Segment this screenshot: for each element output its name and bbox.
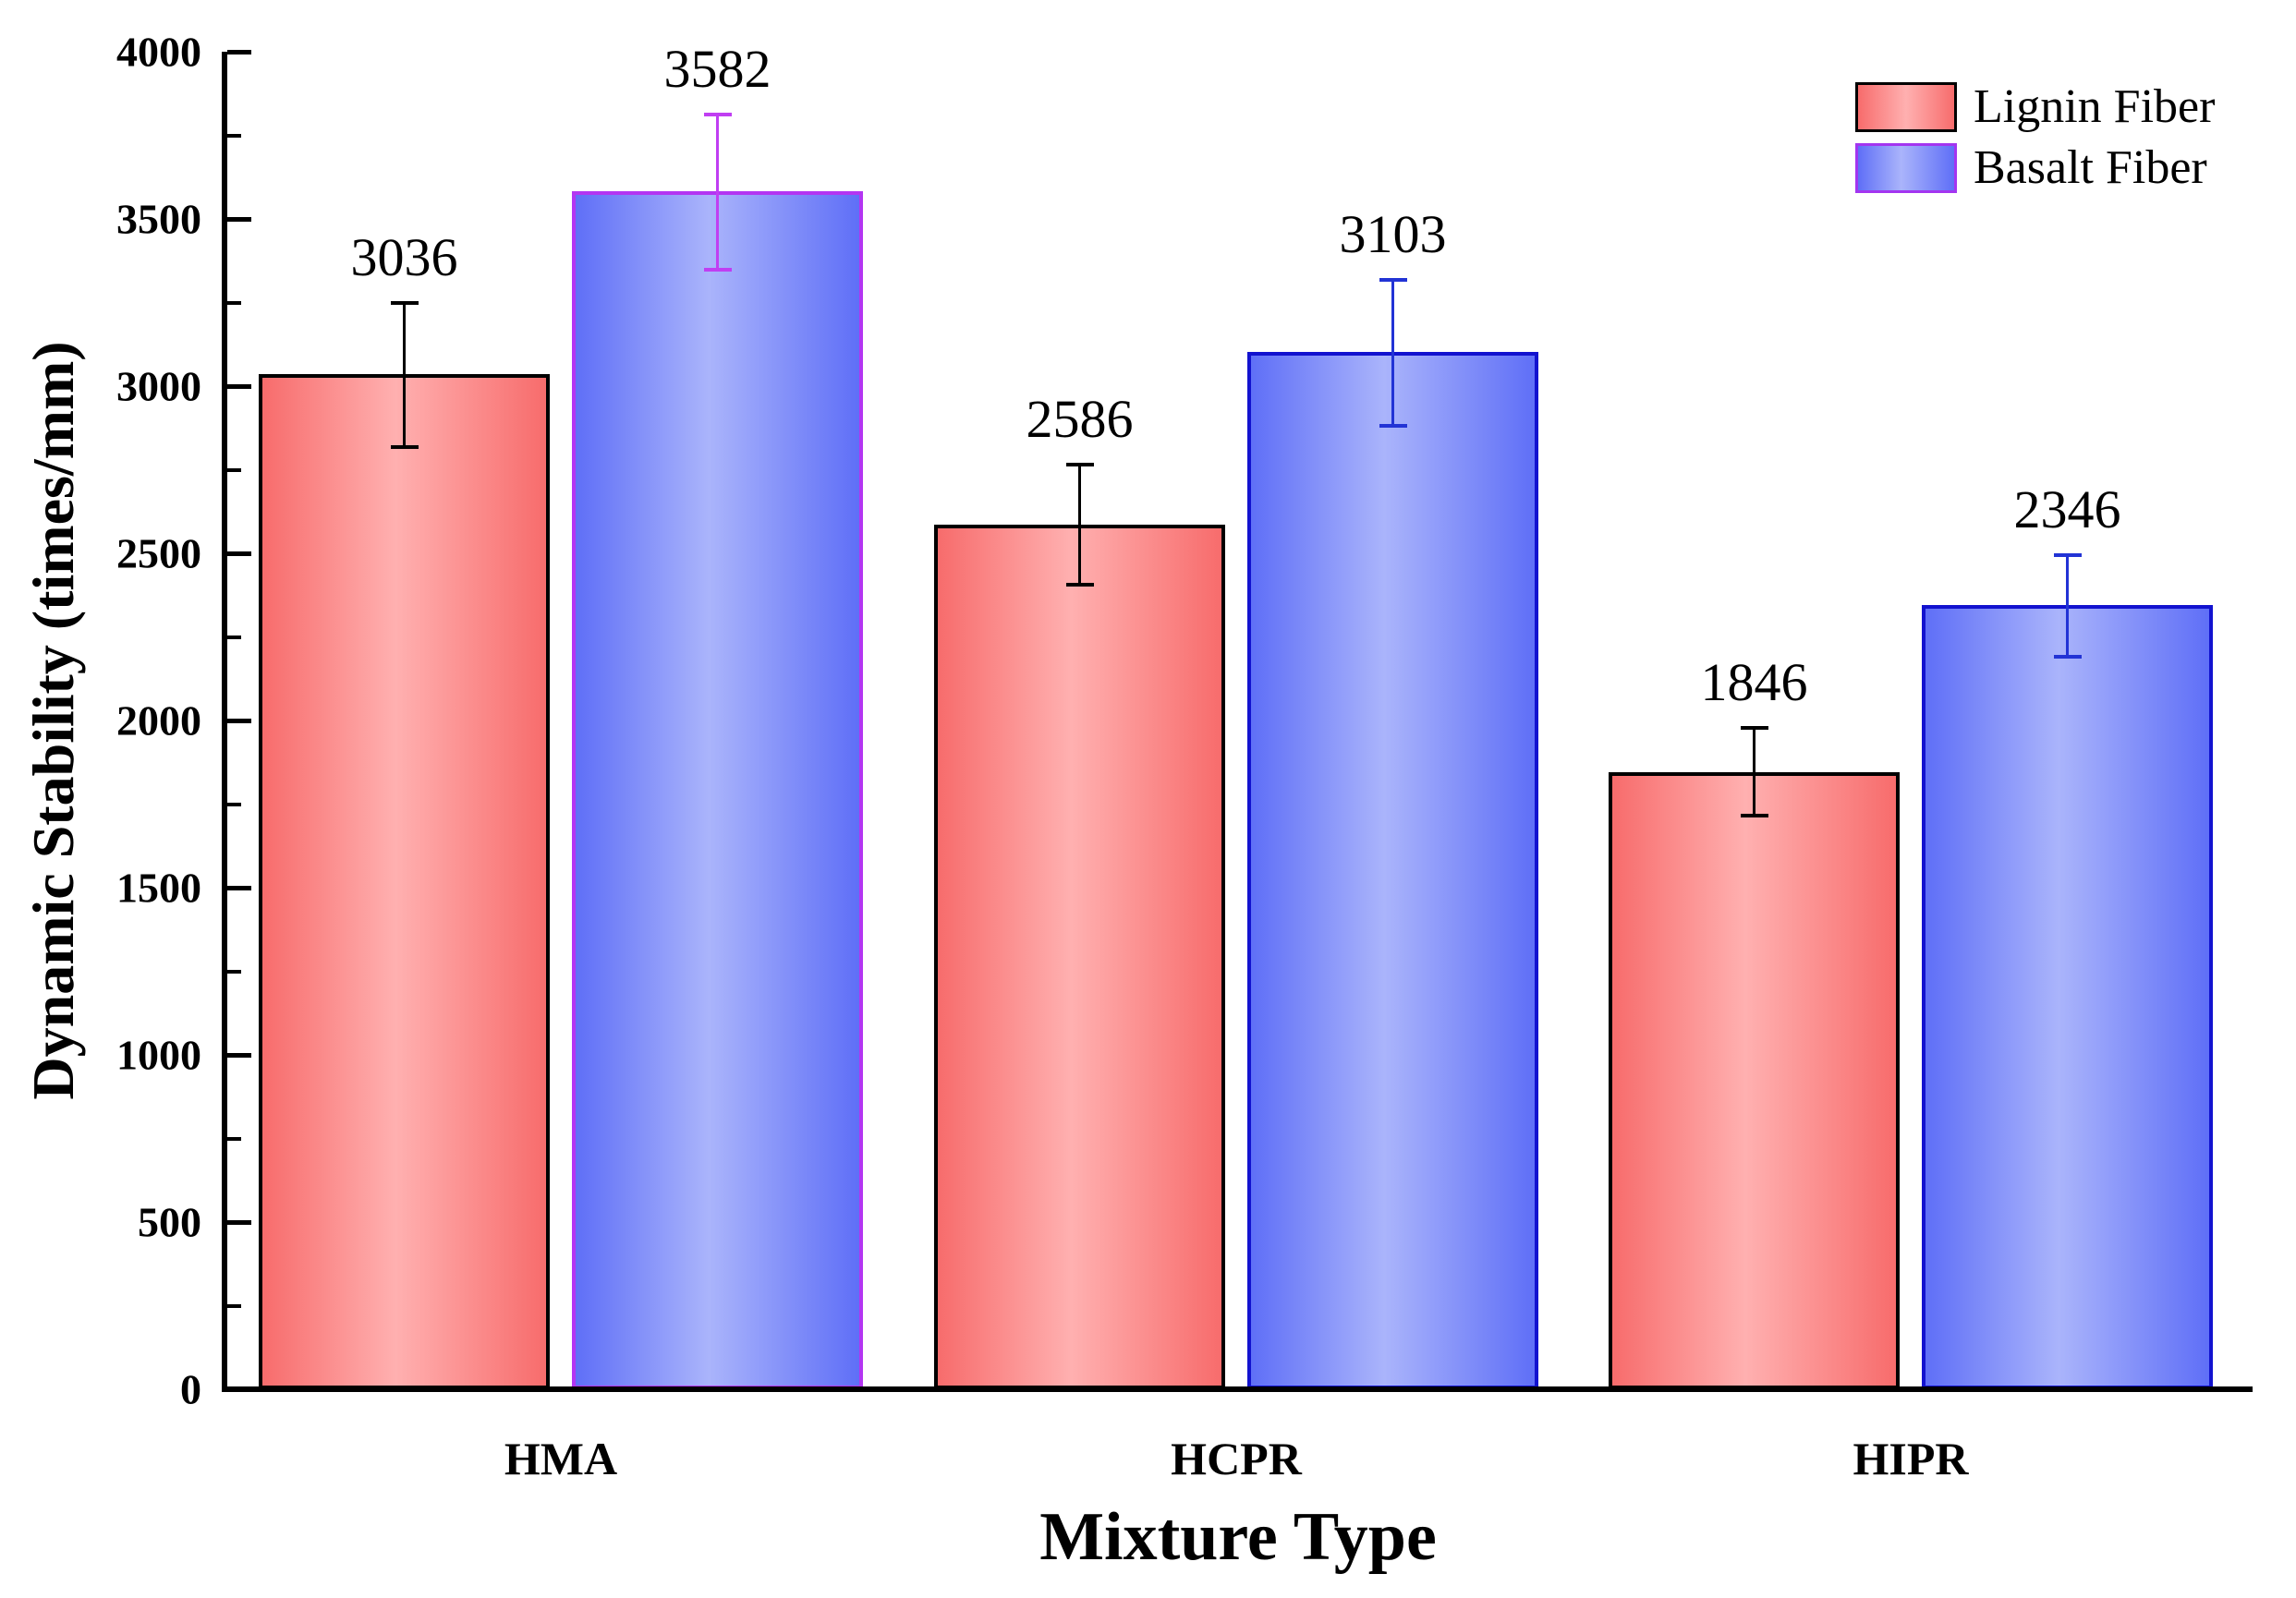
y-minor-tick — [227, 300, 241, 305]
error-bar-top-cap — [703, 113, 732, 117]
bar-basalt-fiber-hcpr — [1247, 351, 1538, 1389]
y-major-tick — [227, 383, 251, 389]
legend-item-basalt: Basalt Fiber — [1855, 140, 2215, 195]
y-tick-label: 1000 — [116, 1031, 201, 1079]
error-bar-bottom-cap — [1065, 583, 1094, 587]
bar-lignin-fiber-hma — [259, 373, 550, 1389]
bar-value-label: 2586 — [1026, 389, 1134, 450]
y-minor-tick — [227, 969, 241, 974]
y-minor-tick — [227, 635, 241, 639]
x-category-label-hcpr: HCPR — [1171, 1433, 1302, 1484]
bar-value-label: 3582 — [663, 39, 771, 100]
y-major-tick — [227, 551, 251, 556]
bar-basalt-fiber-hipr — [1922, 604, 2213, 1389]
y-tick-label: 3000 — [116, 362, 201, 410]
x-category-label-hma: HMA — [504, 1433, 618, 1484]
legend-label-lignin: Lignin Fiber — [1974, 80, 2216, 133]
legend: Lignin Fiber Basalt Fiber — [1855, 79, 2215, 201]
error-bar — [403, 302, 406, 447]
legend-item-lignin: Lignin Fiber — [1855, 79, 2215, 134]
y-tick-label: 1500 — [116, 864, 201, 912]
error-bar-top-cap — [1740, 725, 1768, 730]
error-bar-top-cap — [390, 300, 419, 305]
bar-lignin-fiber-hipr — [1609, 771, 1900, 1389]
y-axis-title: Dynamic Stability (times/mm) — [20, 341, 86, 1100]
y-major-tick — [227, 718, 251, 723]
y-tick-label: 4000 — [116, 28, 201, 76]
y-minor-tick — [227, 1303, 241, 1308]
bar-lignin-fiber-hcpr — [934, 524, 1225, 1389]
y-minor-tick — [227, 467, 241, 472]
y-minor-tick — [227, 1136, 241, 1141]
error-bar-top-cap — [1065, 463, 1094, 467]
error-bar — [1078, 465, 1081, 586]
y-major-tick — [227, 216, 251, 222]
bar-value-label: 1846 — [1700, 651, 1808, 712]
error-bar-bottom-cap — [390, 444, 419, 449]
legend-label-basalt: Basalt Fiber — [1974, 141, 2207, 194]
bar-value-label: 3103 — [1339, 203, 1447, 264]
error-bar-bottom-cap — [1740, 813, 1768, 817]
x-axis-title: Mixture Type — [1039, 1499, 1437, 1575]
y-tick-label: 0 — [180, 1365, 201, 1413]
y-major-tick — [227, 885, 251, 890]
y-tick-label: 500 — [138, 1198, 201, 1246]
x-category-label-hipr: HIPR — [1853, 1433, 1969, 1484]
x-axis-line — [222, 1386, 2253, 1392]
error-bar-top-cap — [2053, 553, 2082, 558]
bar-basalt-fiber-hma — [572, 191, 863, 1389]
bar-value-label: 3036 — [350, 226, 458, 287]
error-bar-top-cap — [1379, 277, 1407, 282]
y-major-tick — [227, 49, 251, 54]
y-tick-label: 3500 — [116, 195, 201, 243]
y-minor-tick — [227, 802, 241, 806]
error-bar-bottom-cap — [1379, 424, 1407, 429]
error-bar — [716, 115, 719, 270]
error-bar — [2066, 555, 2069, 658]
lignin-fiber-swatch-icon — [1855, 81, 1957, 132]
y-minor-tick — [227, 133, 241, 138]
y-major-tick — [227, 1052, 251, 1058]
bar-value-label: 2346 — [2013, 479, 2121, 540]
y-axis-line — [222, 52, 227, 1392]
error-bar-bottom-cap — [703, 268, 732, 272]
y-tick-label: 2500 — [116, 529, 201, 577]
basalt-fiber-swatch-icon — [1855, 142, 1957, 193]
error-bar-bottom-cap — [2053, 655, 2082, 660]
error-bar — [1753, 727, 1755, 816]
y-major-tick — [227, 1219, 251, 1225]
error-bar — [1391, 279, 1394, 427]
y-tick-label: 2000 — [116, 696, 201, 745]
